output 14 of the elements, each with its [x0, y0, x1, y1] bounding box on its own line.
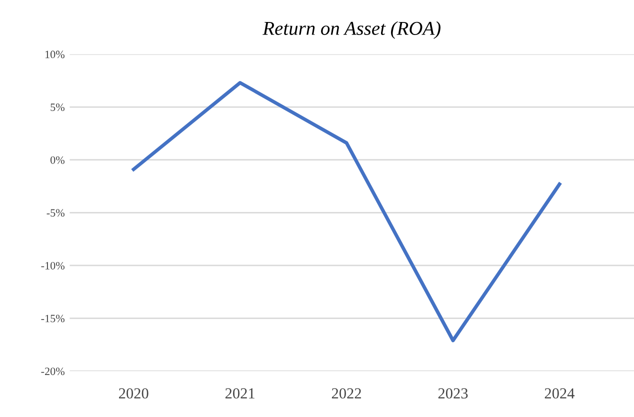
x-tick-label: 2020 — [119, 388, 148, 399]
y-tick-label: -20% — [41, 368, 64, 376]
x-tick-label: 2022 — [332, 388, 361, 399]
y-tick-label: -15% — [41, 314, 64, 322]
x-tick-label: 2021 — [225, 388, 254, 399]
y-tick-label: 5% — [50, 103, 64, 112]
y-tick-label: 0% — [50, 156, 64, 164]
line-series — [132, 81, 562, 342]
x-tick-label: 2023 — [438, 388, 468, 399]
y-tick-label: 10% — [45, 50, 64, 58]
y-tick-label: -10% — [41, 262, 64, 270]
x-tick-label: 2024 — [544, 388, 575, 399]
chart-title: Return on Asset (ROA) — [262, 21, 440, 39]
y-tick-label: -5% — [46, 209, 64, 217]
